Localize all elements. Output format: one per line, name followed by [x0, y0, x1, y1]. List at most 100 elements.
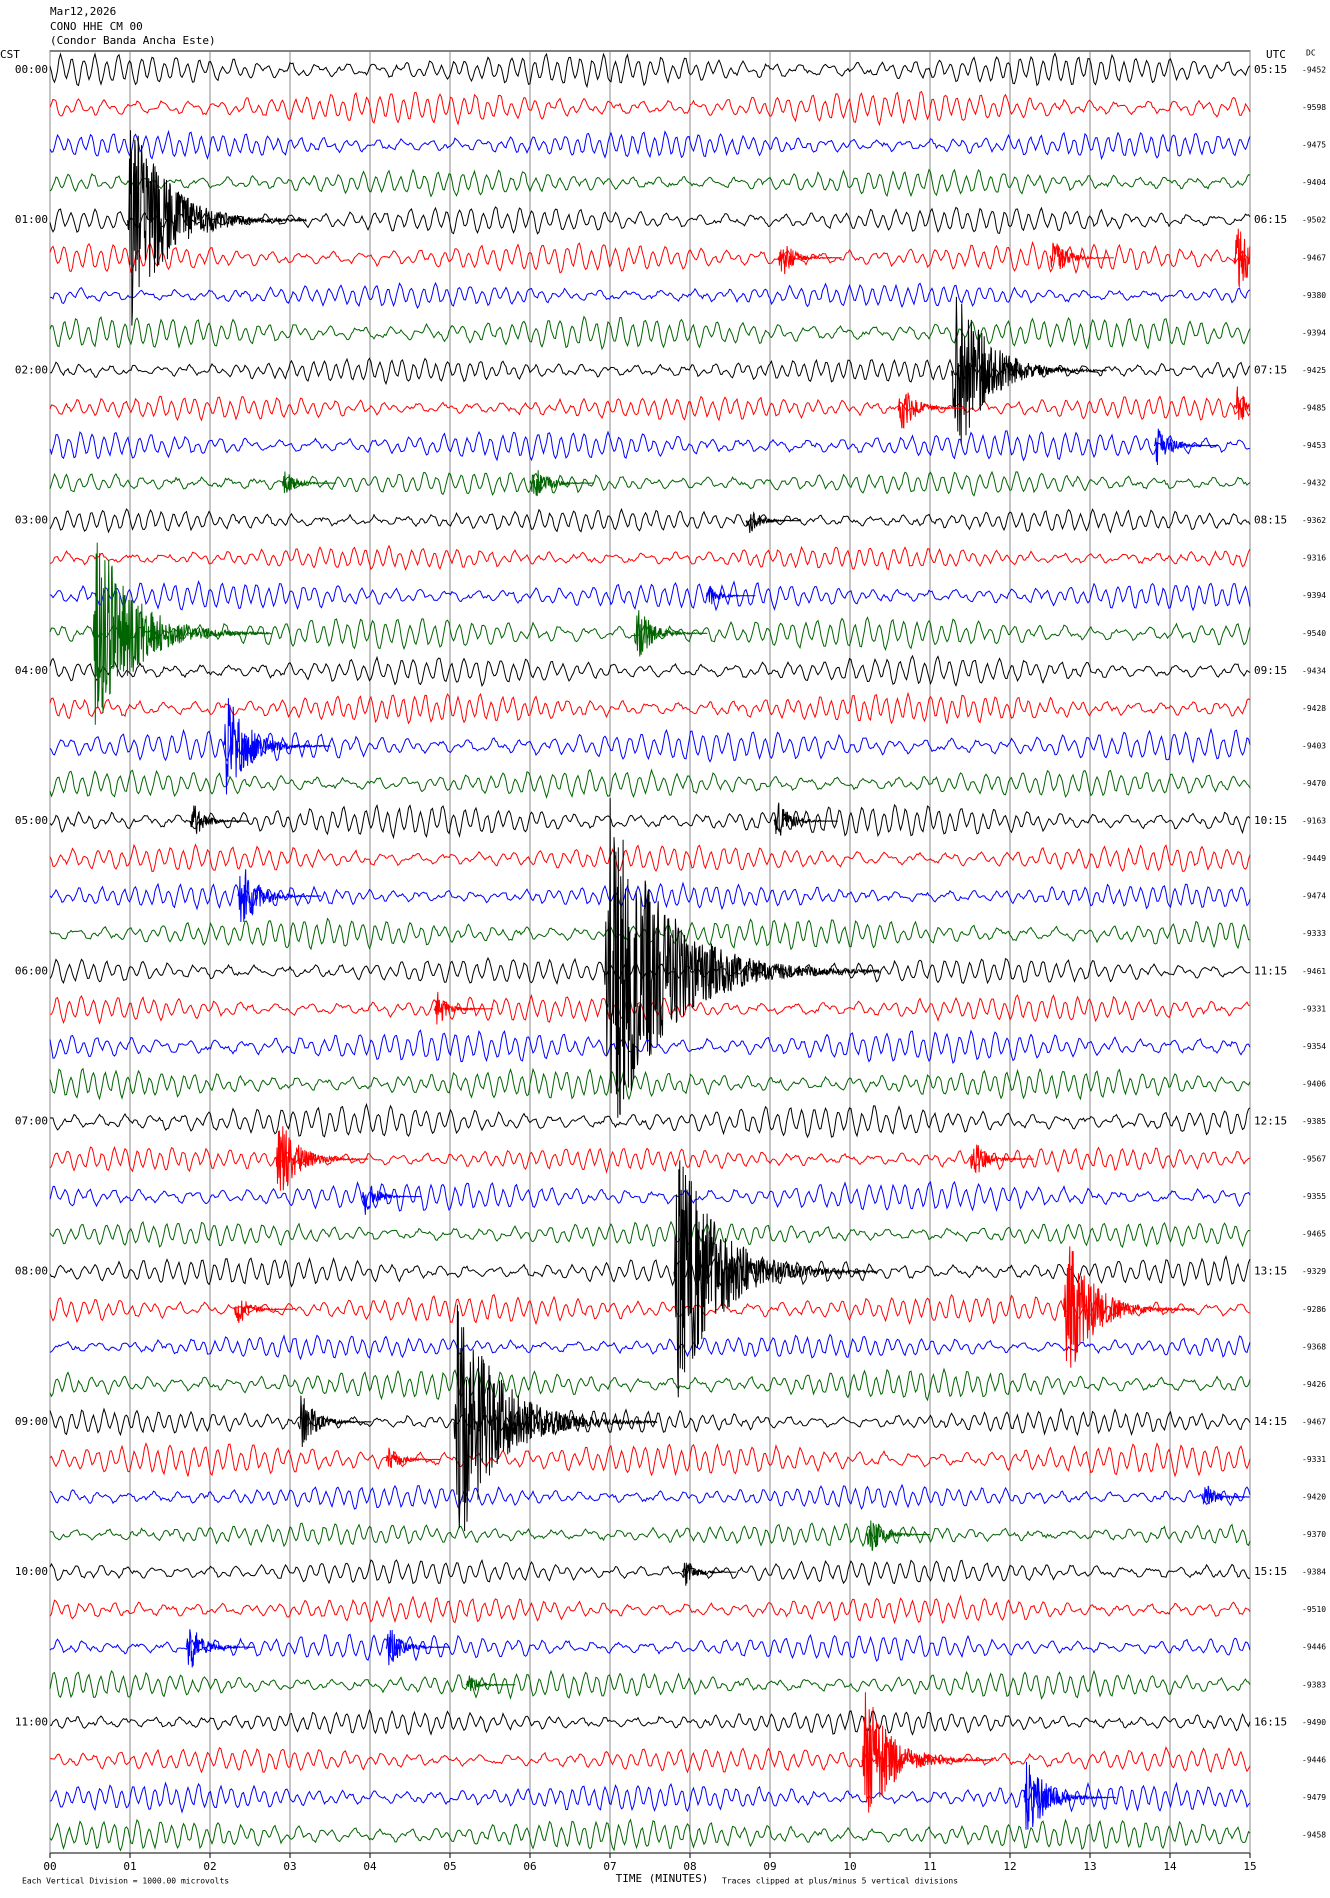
trace: [49, 544, 1251, 571]
utc-label: 06:15: [1254, 213, 1287, 226]
dc-value: -9490: [1302, 1718, 1326, 1727]
event: [951, 296, 1107, 444]
dc-value: -9449: [1302, 854, 1326, 863]
event: [185, 1629, 255, 1668]
event: [281, 471, 337, 494]
event: [385, 1447, 441, 1469]
trace: [49, 654, 1251, 688]
event: [777, 245, 842, 275]
x-axis-label: TIME (MINUTES): [616, 1872, 709, 1885]
dc-value: -9467: [1302, 1417, 1326, 1426]
event: [91, 542, 272, 725]
event: [1201, 1485, 1250, 1505]
x-tick-label: 05: [443, 1860, 456, 1873]
trace: [49, 507, 1251, 534]
trace: [49, 691, 1251, 725]
cst-label: 05:00: [15, 814, 48, 827]
dc-value: -9425: [1302, 366, 1326, 375]
dc-value: -9479: [1302, 1793, 1326, 1802]
dc-value: -9458: [1302, 1831, 1326, 1840]
dc-value: -9461: [1302, 967, 1326, 976]
cst-label: 08:00: [15, 1265, 48, 1278]
dc-value: -9362: [1302, 516, 1326, 525]
dc-value: -9485: [1302, 403, 1326, 412]
trace: [49, 1180, 1251, 1212]
scale-note: Each Vertical Division = 1000.00 microvo…: [22, 1877, 229, 1886]
dc-value: -9453: [1302, 441, 1326, 450]
trace: [49, 1442, 1251, 1478]
dc-value: -9394: [1302, 328, 1326, 337]
dc-value: -9370: [1302, 1530, 1326, 1539]
dc-value: -9331: [1302, 1004, 1326, 1013]
x-tick-label: 11: [923, 1860, 936, 1873]
dc-value: -9333: [1302, 929, 1326, 938]
x-tick-label: 01: [123, 1860, 136, 1873]
event: [705, 585, 756, 605]
x-tick-label: 03: [283, 1860, 296, 1873]
x-tick-label: 08: [683, 1860, 696, 1873]
trace: [49, 241, 1251, 275]
trace: [49, 315, 1251, 351]
utc-label: 15:15: [1254, 1565, 1287, 1578]
event: [861, 1692, 994, 1813]
dc-value: -9355: [1302, 1192, 1326, 1201]
trace: [49, 395, 1251, 422]
cst-label: 07:00: [15, 1114, 48, 1127]
event: [127, 130, 307, 326]
dc-value: -9403: [1302, 741, 1326, 750]
event: [603, 798, 880, 1118]
dc-value: -9383: [1302, 1680, 1326, 1689]
trace: [49, 430, 1251, 462]
trace: [49, 1818, 1251, 1852]
dc-value: -9163: [1302, 817, 1326, 826]
clip-note: Traces clipped at plus/minus 5 vertical …: [722, 1877, 958, 1886]
cst-label: 04:00: [15, 664, 48, 677]
trace: [49, 1367, 1251, 1402]
dc-value: -9452: [1302, 66, 1326, 75]
event: [233, 1300, 293, 1324]
trace: [49, 1483, 1251, 1510]
dc-value: -9329: [1302, 1267, 1326, 1276]
trace: [49, 1669, 1251, 1700]
event: [1049, 242, 1114, 270]
cst-label: 03:00: [15, 514, 48, 527]
utc-label: 16:15: [1254, 1715, 1287, 1728]
date: Mar12,2026: [50, 5, 116, 18]
trace: [49, 1708, 1251, 1736]
dc-value: -9404: [1302, 178, 1326, 187]
trace: [49, 1781, 1251, 1814]
dc-value: -9475: [1302, 141, 1326, 150]
dc-value: -9420: [1302, 1493, 1326, 1502]
utc-label: 05:15: [1254, 63, 1287, 76]
station-name: (Condor Banda Ancha Este): [50, 34, 216, 47]
event: [453, 1304, 658, 1532]
event: [865, 1520, 931, 1551]
trace: [50, 281, 1251, 309]
event: [1154, 428, 1218, 466]
event: [773, 802, 838, 836]
event: [465, 1675, 516, 1692]
cst-label: 06:00: [15, 964, 48, 977]
trace: [49, 768, 1251, 800]
event: [897, 392, 967, 429]
left-zone: CST: [0, 48, 20, 61]
utc-label: 11:15: [1254, 964, 1287, 977]
trace: [49, 1293, 1251, 1326]
event: [189, 805, 250, 834]
event: [1063, 1246, 1195, 1368]
event: [673, 1160, 878, 1398]
right-zone: UTC: [1266, 48, 1286, 61]
x-tick-label: 10: [843, 1860, 856, 1873]
dc-value: -9426: [1302, 1380, 1326, 1389]
trace: [49, 1145, 1251, 1174]
event: [275, 1126, 369, 1191]
cst-label: 00:00: [15, 63, 48, 76]
trace: [49, 1522, 1251, 1548]
trace: [49, 90, 1251, 127]
dc-value: -9394: [1302, 591, 1326, 600]
dc-value: -9331: [1302, 1455, 1326, 1464]
cst-label: 09:00: [15, 1415, 48, 1428]
trace: [49, 580, 1251, 612]
event: [1233, 228, 1251, 287]
